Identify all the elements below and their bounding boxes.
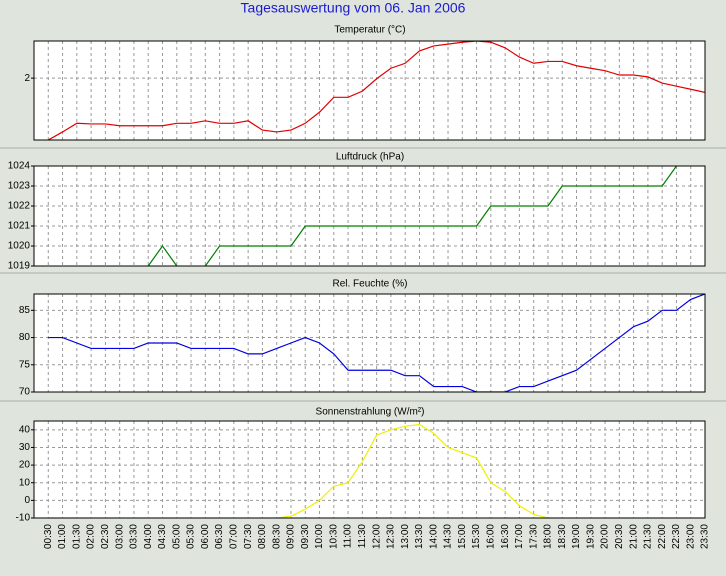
x-tick-label: 19:00 (571, 524, 582, 549)
y-tick-label: 1019 (8, 261, 31, 272)
plot-area (34, 294, 705, 392)
x-tick-label: 15:30 (471, 524, 482, 549)
x-tick-label: 09:30 (300, 524, 311, 549)
x-tick-label: 14:30 (443, 524, 454, 549)
y-tick-label: 30 (19, 442, 31, 453)
y-tick-label: 20 (19, 460, 31, 471)
x-tick-label: 04:00 (143, 524, 154, 549)
plot-area (34, 41, 705, 140)
y-tick-label: 75 (19, 359, 31, 370)
x-tick-label: 18:00 (543, 524, 554, 549)
plot-area (34, 166, 705, 266)
y-tick-label: 0 (24, 495, 30, 506)
x-tick-label: 01:30 (71, 524, 82, 549)
x-tick-label: 12:30 (386, 524, 397, 549)
x-tick-label: 15:00 (457, 524, 468, 549)
panel-title: Sonnenstrahlung (W/m²) (316, 407, 425, 418)
x-tick-label: 05:00 (171, 524, 182, 549)
x-tick-label: 23:30 (700, 524, 711, 549)
x-tick-label: 13:00 (400, 524, 411, 549)
data-line (147, 166, 678, 266)
y-tick-label: -10 (16, 513, 31, 524)
x-tick-label: 17:00 (514, 524, 525, 549)
panel-title: Luftdruck (hPa) (336, 152, 404, 163)
data-line (48, 423, 705, 518)
plot-area (34, 421, 705, 518)
y-tick-label: 70 (19, 387, 31, 398)
x-tick-label: 19:30 (585, 524, 596, 549)
y-tick-label: 80 (19, 332, 31, 343)
plot-border (33, 165, 706, 267)
x-tick-label: 21:00 (628, 524, 639, 549)
x-tick-label: 14:00 (428, 524, 439, 549)
x-tick-label: 03:30 (129, 524, 140, 549)
y-tick-label: 1020 (8, 241, 31, 252)
x-tick-label: 16:30 (500, 524, 511, 549)
y-tick-label: 40 (19, 424, 31, 435)
y-tick-label: 85 (19, 305, 31, 316)
x-tick-label: 08:00 (257, 524, 268, 549)
x-tick-label: 10:30 (328, 524, 339, 549)
x-tick-label: 21:30 (643, 524, 654, 549)
x-tick-label: 06:00 (200, 524, 211, 549)
data-line (47, 41, 705, 140)
x-tick-label: 09:00 (286, 524, 297, 549)
x-tick-label: 20:30 (614, 524, 625, 549)
x-tick-label: 00:30 (43, 524, 54, 549)
data-line (48, 294, 705, 392)
plot-border (33, 420, 706, 519)
x-tick-label: 07:00 (229, 524, 240, 549)
x-tick-label: 10:00 (314, 524, 325, 549)
x-tick-label: 20:00 (600, 524, 611, 549)
panel-title: Temperatur (°C) (334, 25, 405, 36)
y-tick-label: 10 (19, 477, 31, 488)
x-tick-label: 03:00 (114, 524, 125, 549)
x-tick-label: 23:00 (685, 524, 696, 549)
y-tick-label: 1024 (8, 161, 31, 172)
x-tick-label: 17:30 (528, 524, 539, 549)
x-tick-label: 13:30 (414, 524, 425, 549)
y-tick-label: 1021 (8, 221, 31, 232)
x-tick-label: 07:30 (243, 524, 254, 549)
x-tick-label: 01:00 (57, 524, 68, 549)
x-tick-label: 11:30 (357, 524, 368, 549)
x-tick-label: 04:30 (157, 524, 168, 549)
x-tick-label: 02:30 (100, 524, 111, 549)
plot-border (33, 293, 706, 393)
x-tick-label: 05:30 (186, 524, 197, 549)
x-tick-label: 02:00 (86, 524, 97, 549)
panel-title: Rel. Feuchte (%) (332, 279, 407, 290)
x-tick-label: 08:30 (271, 524, 282, 549)
y-tick-label: 1022 (8, 201, 31, 212)
x-tick-label: 16:00 (485, 524, 496, 549)
x-tick-label: 06:30 (214, 524, 225, 549)
x-tick-label: 11:00 (343, 524, 354, 549)
x-tick-label: 22:30 (671, 524, 682, 549)
y-tick-label: 2 (24, 73, 30, 84)
x-tick-label: 12:00 (371, 524, 382, 549)
x-tick-label: 18:30 (557, 524, 568, 549)
plot-border (33, 40, 706, 141)
x-tick-label: 22:00 (657, 524, 668, 549)
y-tick-label: 1023 (8, 181, 31, 192)
chart-title: Tagesauswertung vom 06. Jan 2006 (241, 0, 466, 16)
